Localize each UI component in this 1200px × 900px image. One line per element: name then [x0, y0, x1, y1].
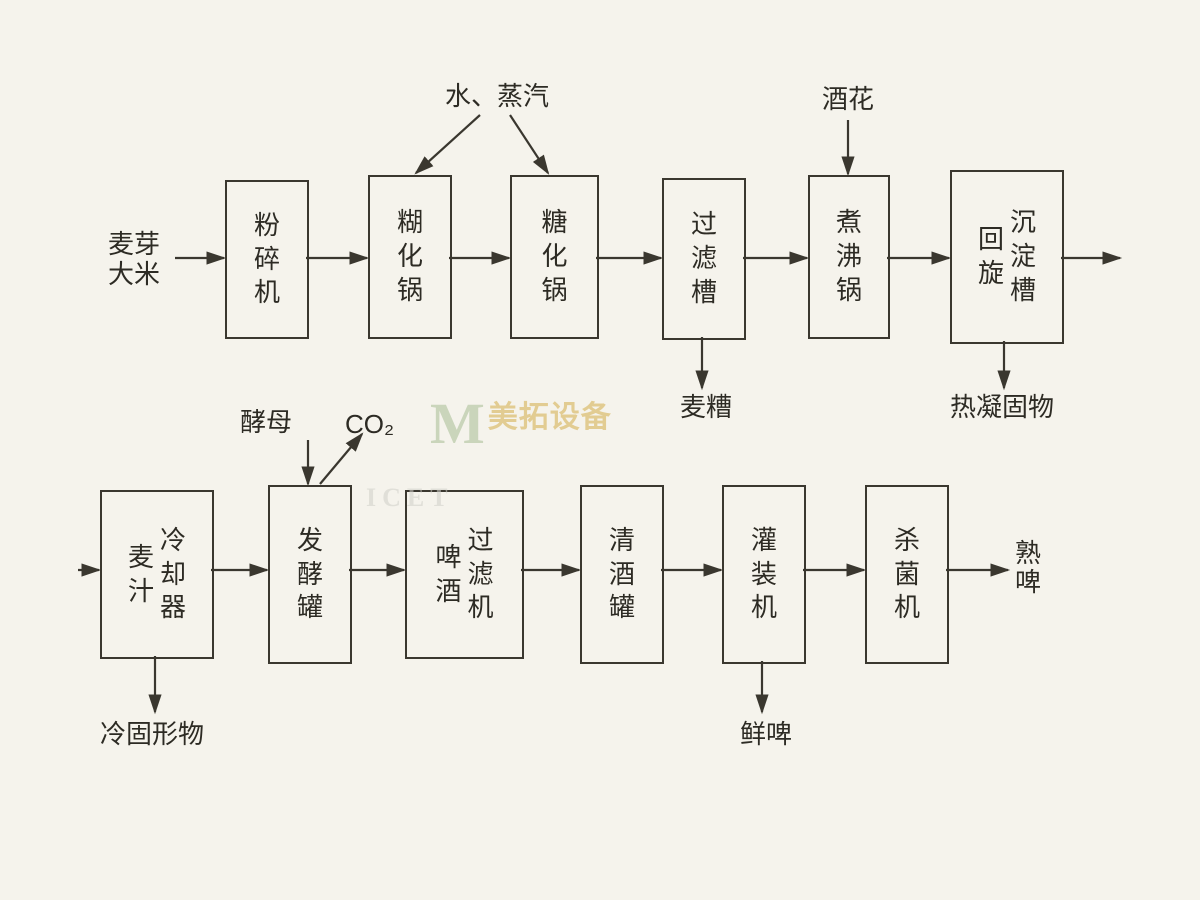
box-pasteurizer: 杀菌机 — [865, 485, 949, 664]
box-boil-kettle: 煮沸锅 — [808, 175, 890, 339]
box-whirlpool: 回旋 沉淀槽 — [950, 170, 1064, 344]
box-label-col2: 沉淀槽 — [1010, 206, 1036, 307]
box-label-col1: 回旋 — [978, 223, 1004, 291]
watermark-en: ICET — [366, 483, 454, 512]
box-label: 过滤槽 — [691, 208, 717, 309]
watermark-cn: 美拓设备 — [488, 401, 612, 434]
label-spent-grain: 麦糟 — [680, 393, 732, 423]
output-label-cooked-beer: 熟啤 — [1015, 540, 1041, 597]
box-label-col2: 冷却器 — [160, 524, 186, 625]
box-crusher: 粉碎机 — [225, 180, 309, 339]
box-label-col1: 啤酒 — [435, 541, 461, 609]
box-wort-cooler: 麦汁 冷却器 — [100, 490, 214, 659]
box-label-col2: 过滤机 — [468, 524, 494, 625]
box-label-col1: 麦汁 — [128, 541, 154, 609]
label-cold-trub: 冷固形物 — [100, 720, 204, 750]
input-label-malt-rice: 麦芽 大米 — [108, 230, 160, 290]
box-fermenter: 发酵罐 — [268, 485, 352, 664]
label-co2: CO₂ — [345, 410, 394, 440]
label-hot-trub: 热凝固物 — [950, 393, 1054, 423]
box-label: 杀菌机 — [894, 524, 920, 625]
box-label: 粉碎机 — [254, 209, 280, 310]
box-label: 煮沸锅 — [836, 206, 862, 307]
watermark-logo: M美拓设备 ICET — [430, 390, 612, 524]
label-water-steam: 水、蒸汽 — [445, 82, 549, 112]
label-yeast: 酵母 — [240, 408, 292, 438]
box-mash-tun: 糖化锅 — [510, 175, 599, 339]
box-lauter-tun: 过滤槽 — [662, 178, 746, 340]
box-label: 发酵罐 — [297, 524, 323, 625]
input-text: 麦芽 大米 — [108, 230, 160, 289]
box-gelatinizer: 糊化锅 — [368, 175, 452, 339]
box-label: 清酒罐 — [609, 524, 635, 625]
label-fresh-beer: 鲜啤 — [740, 720, 792, 750]
box-filler: 灌装机 — [722, 485, 806, 664]
box-label: 糖化锅 — [541, 206, 567, 307]
box-label: 糊化锅 — [397, 206, 423, 307]
label-hops: 酒花 — [822, 85, 874, 115]
box-label: 灌装机 — [751, 524, 777, 625]
